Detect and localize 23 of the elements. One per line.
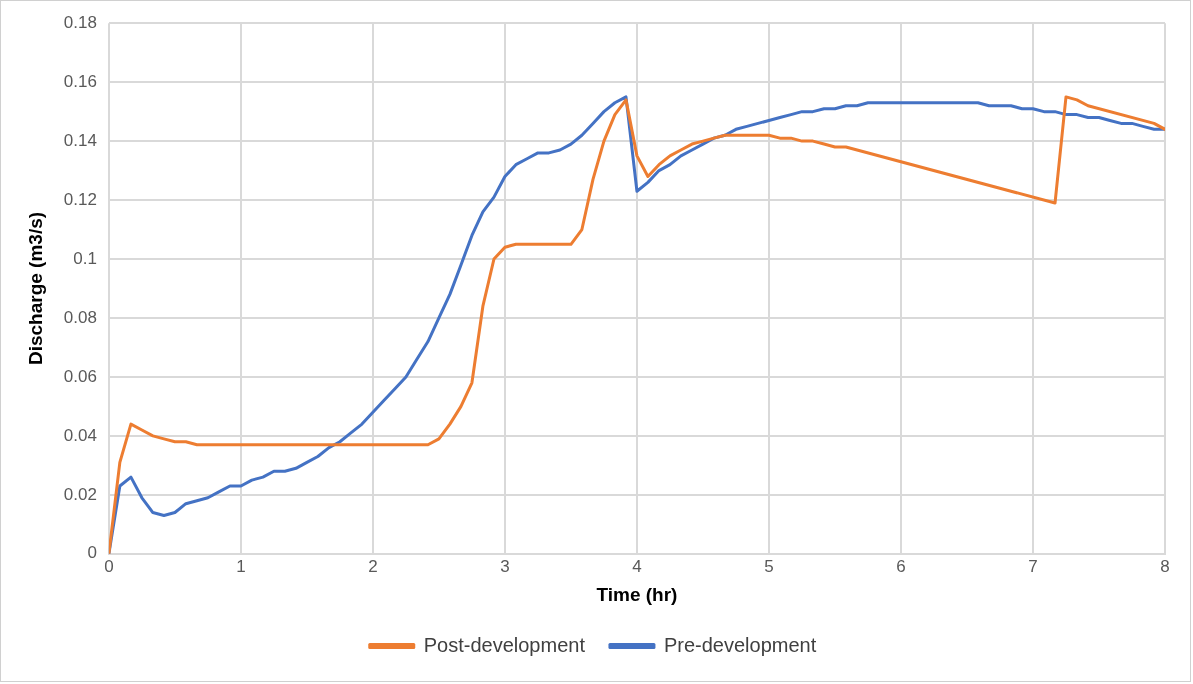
y-tick-label: 0.06 (63, 366, 97, 386)
y-tick-label: 0.14 (63, 130, 97, 150)
x-tick-label: 2 (368, 556, 378, 576)
y-tick-label: 0.18 (63, 12, 97, 32)
y-tick-label: 0.02 (63, 484, 97, 504)
y-tick-label: 0.12 (63, 189, 97, 209)
legend-label: Post-development (423, 633, 586, 656)
legend-label: Pre-development (663, 633, 817, 656)
x-tick-label: 0 (104, 556, 114, 576)
x-tick-label: 8 (1160, 556, 1170, 576)
x-tick-label: 4 (632, 556, 642, 576)
y-tick-label: 0.1 (73, 248, 97, 268)
x-tick-label: 7 (1028, 556, 1038, 576)
y-tick-label: 0.08 (63, 307, 97, 327)
x-tick-label: 1 (236, 556, 246, 576)
y-tick-label: 0.04 (63, 425, 97, 445)
x-tick-label: 5 (764, 556, 774, 576)
x-axis-title: Time (hr) (596, 583, 678, 605)
x-tick-label: 6 (896, 556, 906, 576)
y-axis-title: Discharge (m3/s) (24, 211, 46, 366)
x-tick-label: 3 (500, 556, 510, 576)
y-tick-label: 0 (87, 543, 97, 563)
y-tick-label: 0.16 (63, 71, 97, 91)
